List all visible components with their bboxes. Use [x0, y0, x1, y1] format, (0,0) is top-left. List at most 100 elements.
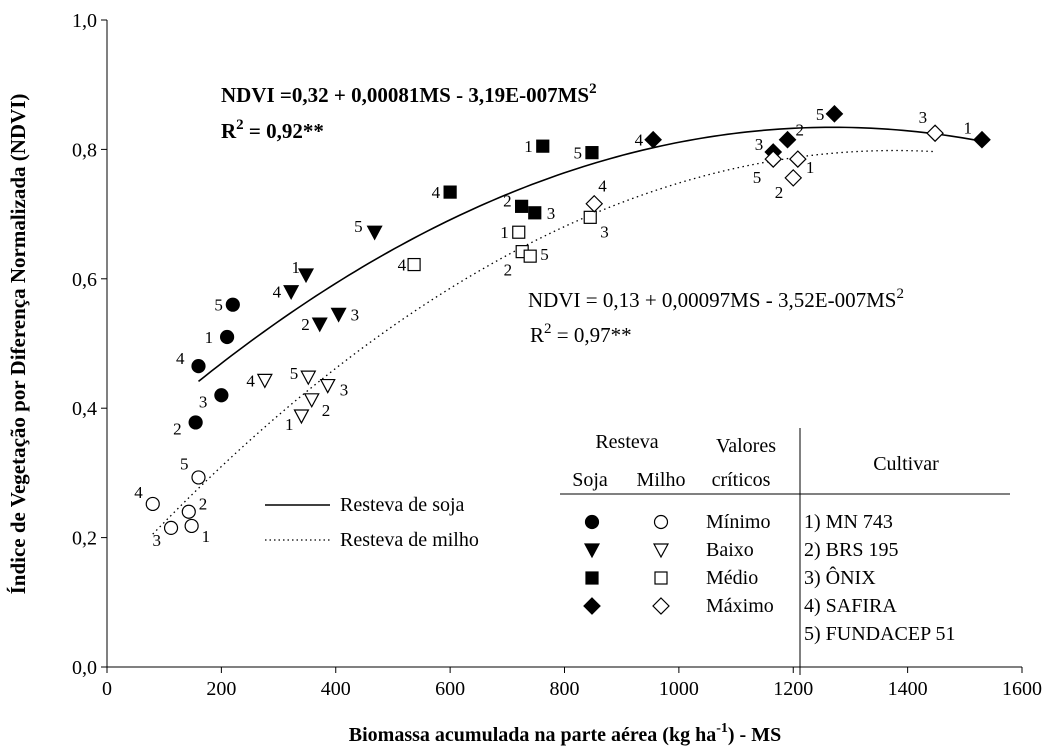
soja-equation: NDVI =0,32 + 0,00081MS - 3,19E-007MS2 R2… — [221, 81, 597, 143]
y-tick-label: 0,4 — [72, 398, 97, 420]
point-label: 4 — [398, 256, 407, 275]
point-label: 3 — [340, 381, 349, 400]
point-label: 1 — [202, 527, 211, 546]
point-label: 5 — [214, 296, 223, 315]
point-label: 2 — [199, 495, 208, 514]
x-tick-label: 200 — [206, 678, 236, 700]
data-point — [654, 571, 668, 585]
data-point — [184, 518, 199, 534]
point-label: 2 — [301, 315, 310, 334]
legend-cultivar: 2) BRS 195 — [804, 539, 898, 561]
legend-header-soja: Soja — [572, 469, 608, 491]
milho-equation: NDVI = 0,13 + 0,00097MS - 3,52E-007MS2 R… — [528, 286, 904, 347]
axis-ticks: 0 200 400 600 800 1000 1200 1400 1600 0,0 0,2 0,4 0,… — [72, 10, 1042, 700]
data-point — [407, 257, 421, 272]
point-label: 5 — [816, 105, 825, 124]
point-label: 4 — [134, 483, 143, 502]
data-point — [583, 597, 601, 615]
line-legend: Resteva de soja Resteva de milho — [265, 494, 479, 551]
point-label: 1 — [500, 223, 509, 242]
y-tick-label: 0,0 — [72, 657, 97, 679]
data-point — [583, 543, 601, 559]
point-label: 2 — [322, 401, 331, 420]
data-point — [764, 150, 783, 168]
legend-cultivar: 3) ÔNIX — [804, 565, 876, 589]
point-label: 5 — [290, 364, 299, 383]
data-point — [644, 130, 662, 149]
legend-header-resteva: Resteva — [595, 431, 658, 453]
milho-r2-text: R2 = 0,97** — [530, 321, 632, 347]
point-label: 2 — [503, 191, 512, 210]
data-point — [219, 329, 235, 345]
legend-header-milho: Milho — [637, 469, 686, 491]
legend-cultivar: 4) SAFIRA — [804, 595, 897, 617]
point-label: 5 — [573, 144, 582, 163]
point-label: 4 — [176, 349, 185, 368]
x-tick-label: 600 — [435, 678, 465, 700]
data-point — [283, 285, 300, 301]
soja-r2-text: R2 = 0,92** — [221, 117, 324, 143]
data-point — [366, 225, 383, 241]
data-point — [191, 359, 206, 374]
data-point — [778, 130, 797, 149]
data-point — [330, 307, 347, 323]
point-label: 5 — [180, 454, 189, 473]
data-point — [303, 393, 320, 409]
data-point — [585, 146, 599, 160]
x-tick-label: 800 — [550, 678, 580, 700]
legend-header-valores: Valores — [716, 435, 776, 457]
point-label: 3 — [199, 392, 208, 411]
legend-row-label: Máximo — [706, 595, 774, 617]
data-point — [298, 268, 315, 284]
point-label: 1 — [292, 258, 301, 277]
data-point — [163, 520, 179, 535]
data-point — [528, 206, 542, 220]
point-label: 3 — [919, 108, 928, 127]
point-label: 1 — [524, 137, 533, 156]
trend-lines — [152, 126, 983, 535]
point-label: 4 — [598, 177, 607, 196]
legend-header-cultivar: Cultivar — [873, 453, 939, 475]
data-point — [788, 150, 807, 168]
data-point — [585, 194, 604, 213]
y-tick-label: 0,2 — [72, 528, 97, 550]
data-point — [652, 597, 670, 615]
point-label: 3 — [600, 222, 609, 241]
point-label: 4 — [635, 131, 644, 150]
point-label: 1 — [285, 415, 294, 434]
milho-equation-text: NDVI = 0,13 + 0,00097MS - 3,52E-007MS2 — [528, 286, 904, 312]
y-tick-label: 1,0 — [72, 10, 97, 32]
point-label: 2 — [796, 121, 805, 140]
data-point — [300, 370, 317, 386]
point-label: 3 — [755, 135, 764, 154]
point-label: 3 — [547, 204, 556, 223]
x-tick-label: 1400 — [888, 678, 928, 700]
legend-row-label: Baixo — [706, 539, 754, 561]
legend-soja-label: Resteva de soja — [340, 494, 465, 516]
point-label: 5 — [753, 168, 762, 187]
point-label: 5 — [354, 217, 363, 236]
data-point — [311, 317, 328, 333]
data-point — [653, 514, 669, 530]
legend-cultivar: 1) MN 743 — [804, 511, 893, 533]
point-label: 5 — [540, 245, 549, 264]
data-point — [443, 185, 457, 199]
data-point — [181, 504, 196, 519]
x-axis-title: Biomassa acumulada na parte aérea (kg ha… — [349, 721, 781, 746]
trend-line — [152, 149, 937, 535]
x-tick-label: 1200 — [773, 678, 813, 700]
y-tick-label: 0,8 — [72, 139, 97, 161]
legend-markers — [583, 514, 670, 615]
data-point — [188, 415, 203, 430]
legend-header-criticos: críticos — [712, 469, 771, 491]
legend-table: Resteva Valores Soja Milho críticos Cult… — [560, 428, 1010, 675]
point-label: 2 — [173, 419, 182, 438]
point-label: 2 — [504, 261, 513, 280]
point-label: 1 — [963, 119, 972, 138]
data-point — [256, 373, 273, 389]
data-point — [512, 225, 526, 239]
data-point — [973, 130, 991, 149]
data-point — [784, 169, 803, 187]
legend-row-label: Mínimo — [706, 511, 770, 533]
